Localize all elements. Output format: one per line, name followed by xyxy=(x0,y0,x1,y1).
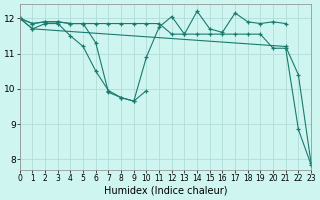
X-axis label: Humidex (Indice chaleur): Humidex (Indice chaleur) xyxy=(104,186,227,196)
